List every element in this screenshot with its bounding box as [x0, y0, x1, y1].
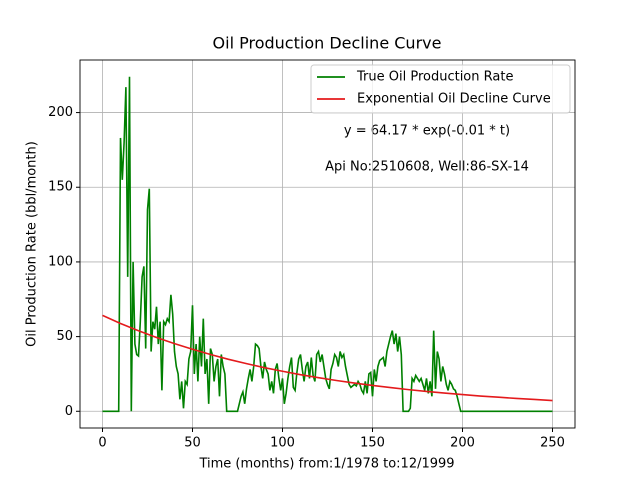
x-tick-label: 50 [184, 436, 201, 451]
annotation: Api No:2510608, Well:86-SX-14 [325, 160, 529, 175]
y-axis-label: Oil Production Rate (bbl/month) [25, 141, 40, 347]
x-tick-label: 250 [540, 436, 565, 451]
x-tick-label: 100 [270, 436, 295, 451]
legend-label: True Oil Production Rate [356, 70, 513, 85]
annotation: y = 64.17 * exp(-0.01 * t) [344, 124, 510, 139]
legend-box [310, 64, 571, 114]
y-tick-label: 50 [56, 329, 73, 344]
y-tick-label: 200 [48, 105, 73, 120]
x-tick-label: 0 [98, 436, 106, 451]
y-tick-label: 150 [48, 180, 73, 195]
line-series [102, 76, 553, 413]
legend-label: Exponential Oil Decline Curve [357, 92, 551, 107]
plot-frame [79, 59, 576, 429]
x-axis-label: Time (months) from:1/1978 to:12/1999 [198, 457, 454, 472]
x-tick-label: 150 [360, 436, 385, 451]
chart-title: Oil Production Decline Curve [213, 34, 442, 53]
y-tick-label: 0 [65, 404, 73, 419]
line-series [102, 314, 553, 402]
y-tick-label: 100 [48, 254, 73, 269]
x-tick-label: 200 [450, 436, 475, 451]
